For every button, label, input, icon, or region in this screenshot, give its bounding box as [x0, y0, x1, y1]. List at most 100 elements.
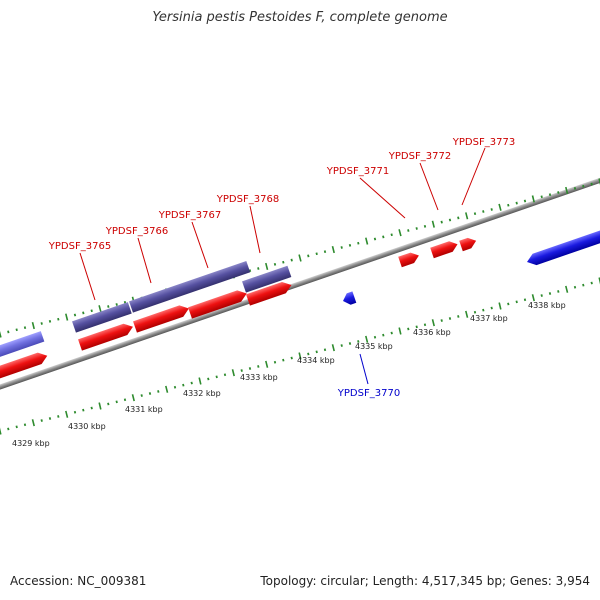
kbp-scale-label: 4336 kbp [413, 328, 451, 337]
major-tick [431, 220, 435, 228]
minor-tick [257, 267, 260, 270]
minor-tick [315, 350, 318, 354]
minor-tick [507, 203, 510, 207]
label-leader-line [419, 162, 439, 211]
minor-tick [323, 250, 327, 254]
genome-backbone [0, 163, 600, 396]
minor-tick [257, 365, 260, 368]
minor-tick [15, 328, 18, 332]
cds-arrow [0, 352, 48, 381]
minor-tick [40, 322, 43, 325]
minor-tick [90, 406, 93, 410]
kbp-scale-label: 4335 kbp [355, 342, 393, 351]
gene-label: YPDSF_3766 [105, 226, 168, 237]
minor-tick [123, 398, 127, 402]
minor-tick [457, 315, 460, 318]
page-title: Yersinia pestis Pestoides F, complete ge… [152, 10, 448, 25]
label-leader-line [79, 252, 96, 301]
minor-tick [373, 335, 377, 339]
major-tick [365, 335, 369, 343]
major-tick [131, 394, 135, 402]
minor-tick [82, 408, 85, 412]
major-tick [498, 203, 502, 211]
cds-arrow-reverse [343, 291, 357, 305]
major-tick [531, 294, 535, 302]
major-tick [98, 402, 102, 410]
gene-label: YPDSF_3765 [48, 241, 111, 252]
minor-tick [482, 308, 485, 312]
kbp-scale-label: 4332 kbp [183, 389, 221, 398]
minor-tick [323, 348, 327, 352]
major-tick [198, 377, 202, 385]
minor-tick [82, 311, 85, 315]
major-tick [365, 237, 369, 245]
minor-tick [473, 212, 477, 216]
minor-tick [440, 319, 443, 322]
minor-tick [590, 281, 593, 285]
gene-label: YPDSF_3772 [388, 151, 451, 162]
minor-tick [248, 269, 252, 273]
major-tick [265, 262, 269, 270]
label-leader-line [359, 353, 369, 385]
minor-tick [523, 298, 527, 302]
accession-label: Accession: NC_009381 [10, 574, 147, 588]
genome-stats-label: Topology: circular; Length: 4,517,345 bp… [260, 574, 590, 588]
label-leader-line [137, 237, 152, 284]
major-tick [431, 319, 435, 327]
gene-label: YPDSF_3770 [337, 388, 400, 399]
kbp-scale-label: 4337 kbp [470, 314, 508, 323]
cds-arrow [188, 290, 247, 319]
cds-arrow [246, 281, 292, 306]
minor-tick [390, 331, 393, 335]
minor-tick [173, 385, 177, 389]
cds-arrow [430, 241, 458, 259]
major-tick [165, 385, 169, 393]
gene-feature [129, 260, 251, 313]
minor-tick [473, 310, 477, 314]
minor-tick [423, 323, 427, 327]
minor-tick [490, 208, 493, 211]
minor-tick [223, 373, 227, 377]
minor-tick [515, 201, 518, 205]
minor-tick [290, 356, 293, 360]
minor-tick [357, 340, 360, 343]
kbp-scale-label: 4331 kbp [125, 405, 163, 414]
inner-tick-row [0, 277, 600, 435]
cds-arrow [459, 237, 477, 252]
minor-tick [48, 417, 52, 420]
cds-arrow [78, 323, 133, 351]
minor-tick [507, 302, 510, 306]
minor-tick [582, 184, 585, 188]
major-tick [98, 305, 102, 313]
minor-tick [140, 394, 143, 397]
gene-label: YPDSF_3768 [216, 194, 279, 205]
minor-tick [523, 199, 527, 203]
minor-tick [23, 423, 27, 427]
kbp-scale-label: 4333 kbp [240, 373, 278, 382]
minor-tick [340, 246, 343, 249]
minor-tick [340, 344, 343, 347]
minor-tick [73, 313, 77, 317]
label-leader-line [191, 221, 209, 269]
minor-tick [315, 252, 318, 256]
minor-tick [373, 237, 377, 241]
minor-tick [490, 306, 493, 310]
minor-tick [307, 352, 310, 356]
minor-tick [7, 330, 10, 334]
major-tick [65, 410, 69, 418]
major-tick [231, 369, 235, 377]
minor-tick [573, 186, 577, 190]
minor-tick [115, 400, 118, 404]
minor-tick [390, 233, 393, 237]
gene-feature [0, 331, 45, 360]
minor-tick [23, 326, 27, 330]
kbp-scale-label: 4334 kbp [297, 356, 335, 365]
minor-tick [107, 305, 110, 308]
minor-tick [248, 367, 252, 370]
minor-tick [382, 333, 385, 337]
minor-tick [240, 369, 243, 372]
minor-tick [557, 191, 560, 194]
minor-tick [540, 195, 543, 199]
minor-tick [382, 235, 385, 239]
